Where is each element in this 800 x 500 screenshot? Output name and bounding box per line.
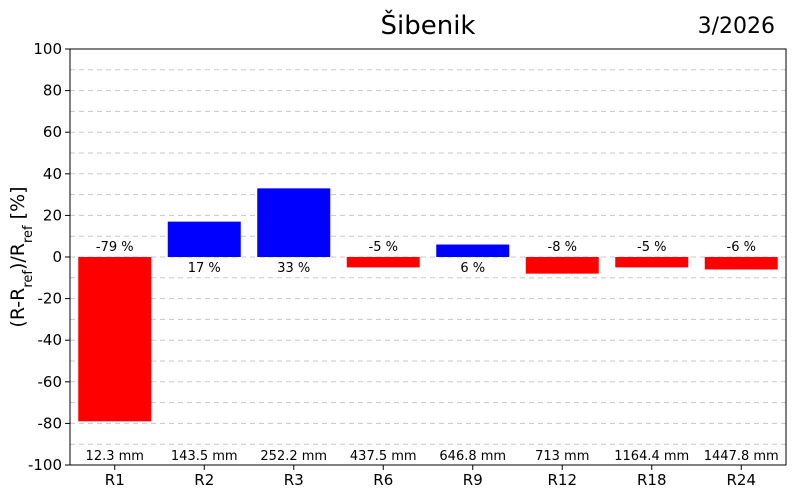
bar-r24 <box>704 257 778 270</box>
bars <box>78 188 778 422</box>
bar-r12 <box>525 257 599 274</box>
x-tick-label: R1 <box>105 471 125 489</box>
value-label: 33 % <box>277 261 310 276</box>
bar-r3 <box>257 188 331 257</box>
y-tick-label: 80 <box>43 82 62 100</box>
value-label: -8 % <box>548 240 577 255</box>
value-label: -5 % <box>637 240 666 255</box>
bar-r1 <box>78 257 152 422</box>
y-tick-label: -60 <box>38 373 63 391</box>
bar-r9 <box>436 244 510 257</box>
amount-label: 646.8 mm <box>439 449 506 464</box>
axes-ticks: -100 -80 -60 -40 -20 0 20 40 60 80 100 R1 R2 R3 R6 R9 R1… <box>28 40 756 489</box>
bar-r2 <box>167 221 241 257</box>
y-tick-label: 100 <box>33 40 62 58</box>
amount-label: 1164.4 mm <box>614 449 689 464</box>
x-tick-label: R18 <box>637 471 667 489</box>
y-tick-label: 40 <box>43 165 62 183</box>
x-tick-label: R6 <box>373 471 393 489</box>
data-labels: -79 % 12.3 mm 17 % 143.5 mm 33 % 252.2 mm -5 %… <box>86 240 779 464</box>
value-label: 6 % <box>460 261 485 276</box>
amount-label: 437.5 mm <box>350 449 417 464</box>
x-tick-label: R3 <box>284 471 304 489</box>
bar-r6 <box>346 257 420 268</box>
amount-label: 1447.8 mm <box>704 449 779 464</box>
x-tick-label: R2 <box>194 471 214 489</box>
y-tick-label: -100 <box>28 456 62 474</box>
x-tick-label: R9 <box>463 471 483 489</box>
y-axis-label: (R-Rref)/Rref [%] <box>7 186 36 327</box>
x-tick-label: R12 <box>547 471 577 489</box>
x-tick-label: R24 <box>726 471 756 489</box>
y-tick-label: -20 <box>38 290 63 308</box>
value-label: 17 % <box>188 261 221 276</box>
amount-label: 12.3 mm <box>86 449 144 464</box>
amount-label: 143.5 mm <box>171 449 238 464</box>
y-tick-label: 20 <box>43 206 62 224</box>
amount-label: 252.2 mm <box>260 449 327 464</box>
y-tick-label: -40 <box>38 331 63 349</box>
value-label: -6 % <box>727 240 756 255</box>
amount-label: 713 mm <box>535 449 589 464</box>
y-tick-label: 60 <box>43 123 62 141</box>
y-tick-label: 0 <box>52 248 62 266</box>
value-label: -79 % <box>96 240 134 255</box>
grid-lines <box>70 69 786 445</box>
chart-title: Šibenik <box>381 9 476 41</box>
y-tick-label: -80 <box>38 414 63 432</box>
chart-date: 3/2026 <box>698 14 775 39</box>
value-label: -5 % <box>369 240 398 255</box>
bar-r18 <box>615 257 689 268</box>
